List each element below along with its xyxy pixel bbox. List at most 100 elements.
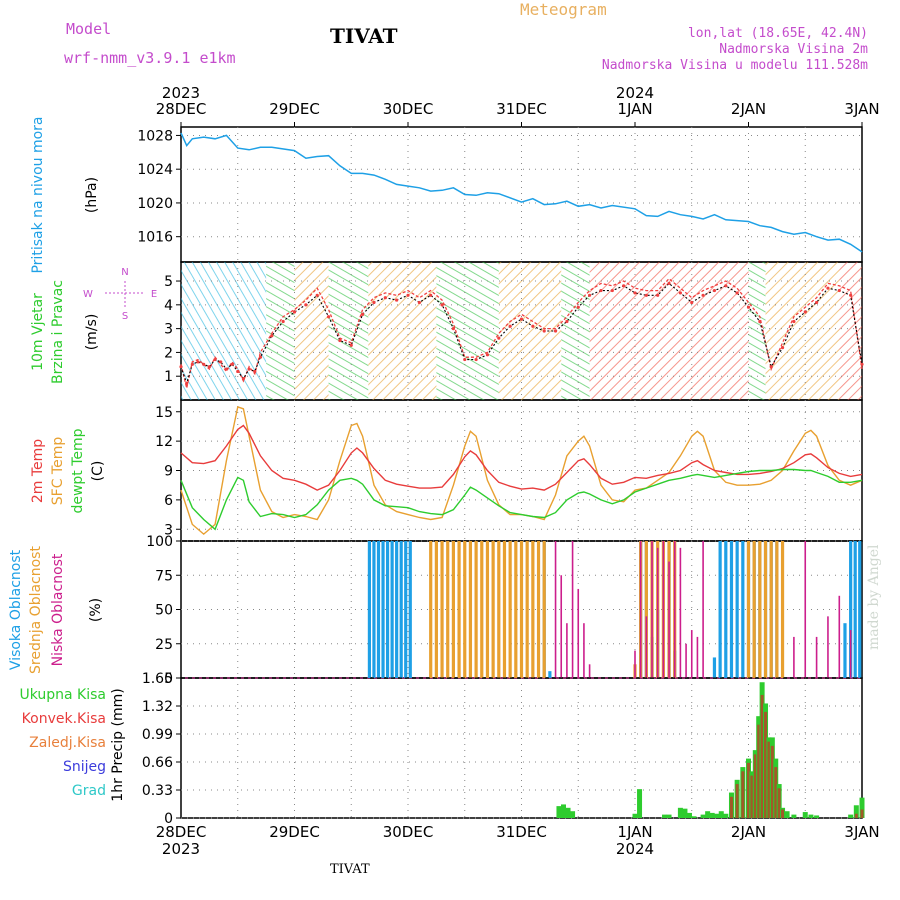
- cloud-bar-mid: [474, 541, 478, 678]
- precip-bar-convective: [860, 809, 864, 818]
- precip-bar-convective: [760, 694, 764, 818]
- cloud-bar-low: [827, 616, 829, 678]
- cloud-bar-low: [685, 643, 687, 678]
- cloud-bar-low: [668, 561, 670, 678]
- precip-bar-total: [791, 814, 797, 818]
- ytick-label-precipitation: 0: [164, 811, 173, 827]
- cloud-bar-mid: [480, 541, 484, 678]
- compass-w-label: W: [83, 289, 93, 300]
- ytick-label-precipitation: 0.33: [142, 783, 173, 799]
- cloud-bar-low: [634, 650, 636, 678]
- ytick-label-pressure: 1028: [137, 128, 173, 144]
- wind-point: [258, 355, 263, 359]
- wind-point: [735, 291, 739, 295]
- cloud-axis-title3: Niska Oblacnost: [50, 553, 66, 666]
- ytick-label-precipitation: 0.66: [142, 755, 173, 771]
- precip-bar-total: [565, 807, 571, 818]
- pressure-axis-unit: (hPa): [84, 177, 100, 213]
- precip-bar-total: [637, 789, 643, 818]
- wind-gust-line: [180, 277, 863, 389]
- temp-axis-unit: (C): [90, 461, 106, 482]
- wind-point: [247, 367, 251, 371]
- ytick-label-temperature: 9: [164, 464, 173, 480]
- wind-point: [179, 365, 183, 369]
- cloud-bar-mid: [746, 541, 751, 678]
- compass-e-label: E: [151, 289, 157, 300]
- ytick-label-precipitation: 1.32: [142, 699, 173, 715]
- page-title: TIVAT: [330, 24, 398, 48]
- bottom-year-label: 2023: [162, 840, 200, 858]
- cloud-bar-low: [656, 547, 659, 678]
- wind-point: [349, 343, 353, 347]
- wind-point: [678, 291, 683, 295]
- pressure-line: [180, 132, 863, 253]
- wind-point: [406, 293, 410, 297]
- cloud-bar-high: [395, 541, 399, 678]
- wind-point: [224, 367, 228, 371]
- bottom-date-label: 30DEC: [383, 823, 434, 841]
- cloud-bar-high: [741, 541, 745, 678]
- cloud-bar-high: [381, 541, 385, 678]
- top-date-label: 1JAN: [617, 100, 652, 118]
- wind-point: [281, 319, 285, 324]
- cloud-bar-mid: [485, 541, 490, 678]
- bottom-date-label: 2JAN: [731, 823, 766, 841]
- precip-bar-convective: [770, 745, 774, 818]
- cloud-bar-low: [566, 623, 568, 678]
- wind-point: [644, 293, 648, 297]
- top-year-label: 2023: [162, 84, 200, 102]
- temp-axis-title: 2m Temp: [30, 439, 46, 503]
- cloud-bar-low: [702, 541, 704, 678]
- wind-band-0: [181, 262, 216, 400]
- cloud-bar-low: [815, 636, 818, 678]
- precip-bar-total: [808, 814, 814, 818]
- ytick-label-precipitation: 0.99: [142, 727, 173, 743]
- wind-point: [690, 300, 694, 305]
- compass-s-label: S: [122, 311, 128, 322]
- cloud-bar-mid: [497, 541, 501, 678]
- cloud-bar-mid: [536, 541, 541, 678]
- cloud-bar-mid: [491, 541, 495, 678]
- wind-point: [519, 317, 524, 321]
- wind-point: [565, 319, 569, 324]
- wind-point: [780, 346, 785, 350]
- wind-band-9: [561, 262, 590, 400]
- cloud-bar-low: [588, 664, 591, 678]
- cloud-bar-high: [735, 541, 739, 678]
- ytick-label-clouds: 50: [155, 603, 173, 619]
- wind-point: [241, 376, 246, 381]
- bottom-date-label: 31DEC: [496, 823, 547, 841]
- precip-bar-total: [560, 804, 566, 818]
- bottom-date-label: 3JAN: [844, 823, 879, 841]
- ytick-label-wind: 4: [164, 298, 173, 314]
- ytick-label-temperature: 12: [155, 434, 173, 450]
- ytick-label-temperature: 6: [164, 493, 173, 509]
- cloud-bar-mid: [457, 541, 461, 678]
- cloud-bar-high: [849, 541, 853, 678]
- wind-point: [746, 305, 751, 309]
- wind-band-2: [266, 262, 295, 400]
- cloud-bar-high: [390, 541, 394, 678]
- precip-bar-convective: [764, 711, 768, 818]
- cloud-bar-mid: [763, 541, 768, 678]
- cloud-bar-mid: [519, 541, 524, 678]
- precip-axis-title: 1hr Precip (mm): [110, 688, 126, 801]
- cloud-bar-low: [577, 588, 580, 678]
- wind-point: [361, 312, 365, 316]
- cloud-bar-mid: [514, 541, 518, 678]
- cloud-bar-high: [385, 541, 390, 678]
- wind-point: [610, 288, 614, 293]
- cloud-bar-high: [724, 541, 728, 678]
- wind-point: [230, 362, 234, 366]
- dewpoint-line: [180, 468, 863, 531]
- wind-point: [849, 293, 853, 297]
- wind-point: [338, 338, 342, 343]
- cloud-bar-low: [793, 636, 795, 678]
- cloud-bar-high: [376, 541, 381, 678]
- precip-bar-convective: [777, 788, 781, 818]
- precip-bar-convective: [735, 784, 739, 818]
- wind-band-7: [436, 262, 499, 400]
- wind-point: [417, 300, 421, 305]
- wind-point: [860, 362, 864, 366]
